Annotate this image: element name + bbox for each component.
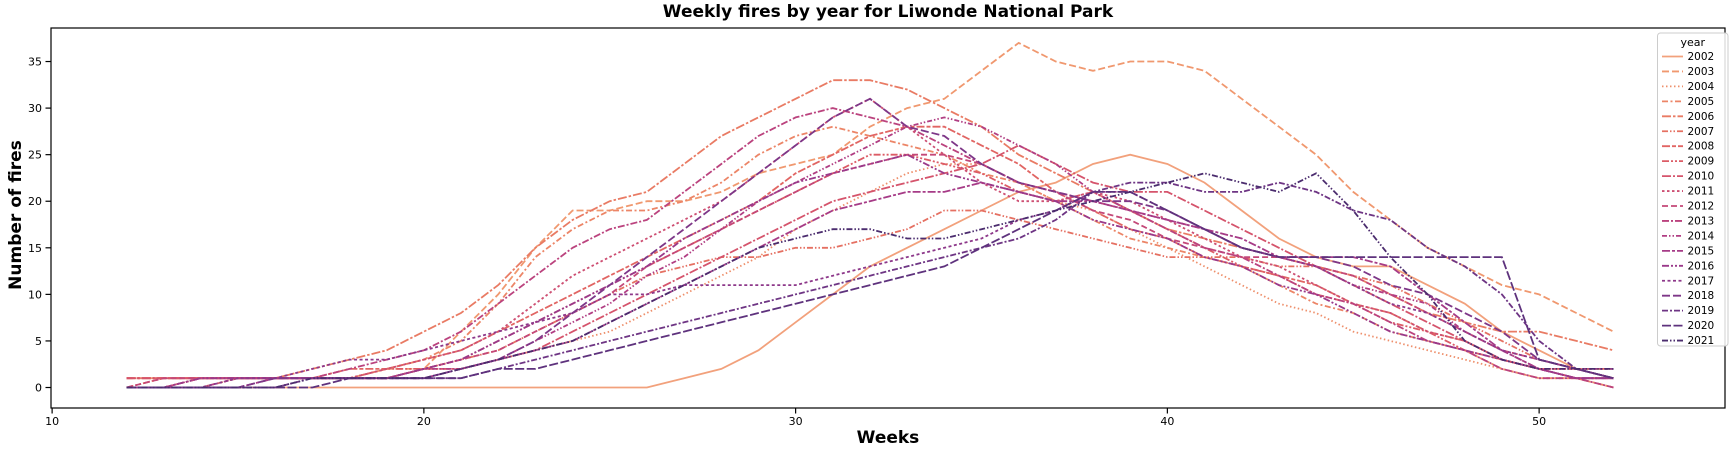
legend-label-2017: 2017 — [1688, 275, 1715, 287]
series-line-2014 — [126, 116, 1614, 389]
legend-label-2018: 2018 — [1688, 290, 1715, 302]
x-tick-label: 40 — [1160, 415, 1174, 428]
series-line-2002 — [126, 153, 1614, 389]
y-tick-label: 15 — [28, 242, 42, 255]
chart-title: Weekly fires by year for Liwonde Nationa… — [662, 2, 1114, 22]
legend-title: year — [1680, 36, 1705, 49]
legend-box — [1657, 32, 1729, 347]
series-line-2021 — [126, 172, 1614, 389]
legend-label-2013: 2013 — [1688, 215, 1715, 227]
legend-label-2010: 2010 — [1688, 171, 1715, 183]
legend-label-2019: 2019 — [1688, 305, 1715, 317]
x-axis-label: Weeks — [856, 428, 920, 448]
series-line-2011 — [126, 97, 1614, 389]
y-tick-label: 20 — [28, 195, 42, 208]
x-tick-label: 20 — [417, 415, 431, 428]
y-tick-label: 25 — [28, 149, 42, 162]
legend-label-2012: 2012 — [1688, 201, 1715, 213]
y-tick-label: 10 — [28, 288, 42, 301]
legend-label-2005: 2005 — [1688, 96, 1715, 108]
series-line-2020 — [126, 190, 1614, 389]
series-line-2008 — [126, 125, 1614, 380]
series-line-2015 — [126, 181, 1614, 389]
legend-label-2021: 2021 — [1688, 335, 1715, 347]
series-line-2010 — [126, 144, 1614, 380]
legend-label-2014: 2014 — [1688, 230, 1715, 242]
series-line-2007 — [126, 209, 1614, 380]
legend-label-2008: 2008 — [1688, 141, 1715, 153]
series-line-2006 — [126, 79, 1614, 380]
legend-label-2011: 2011 — [1688, 186, 1715, 198]
y-tick-label: 0 — [35, 382, 42, 395]
legend-label-2003: 2003 — [1688, 66, 1715, 78]
series-line-2009 — [126, 153, 1614, 389]
series-line-2018 — [126, 97, 1614, 389]
series-line-2017 — [126, 190, 1614, 389]
series-line-2003 — [126, 41, 1614, 380]
legend-label-2016: 2016 — [1688, 260, 1715, 272]
x-tick-label: 50 — [1532, 415, 1546, 428]
y-tick-label: 35 — [28, 56, 42, 69]
series-line-2013 — [126, 107, 1614, 389]
legend-label-2006: 2006 — [1688, 111, 1715, 123]
legend-label-2004: 2004 — [1688, 81, 1715, 93]
x-tick-label: 30 — [789, 415, 803, 428]
legend-label-2015: 2015 — [1688, 245, 1715, 257]
series-line-2012 — [126, 153, 1614, 389]
series-line-2016 — [126, 153, 1614, 389]
x-tick-label: 10 — [45, 415, 59, 428]
legend-label-2020: 2020 — [1688, 320, 1715, 332]
legend-label-2007: 2007 — [1688, 126, 1715, 138]
y-tick-label: 5 — [35, 335, 42, 348]
legend-label-2002: 2002 — [1688, 51, 1715, 63]
legend-label-2009: 2009 — [1688, 156, 1715, 168]
y-tick-label: 30 — [28, 102, 42, 115]
